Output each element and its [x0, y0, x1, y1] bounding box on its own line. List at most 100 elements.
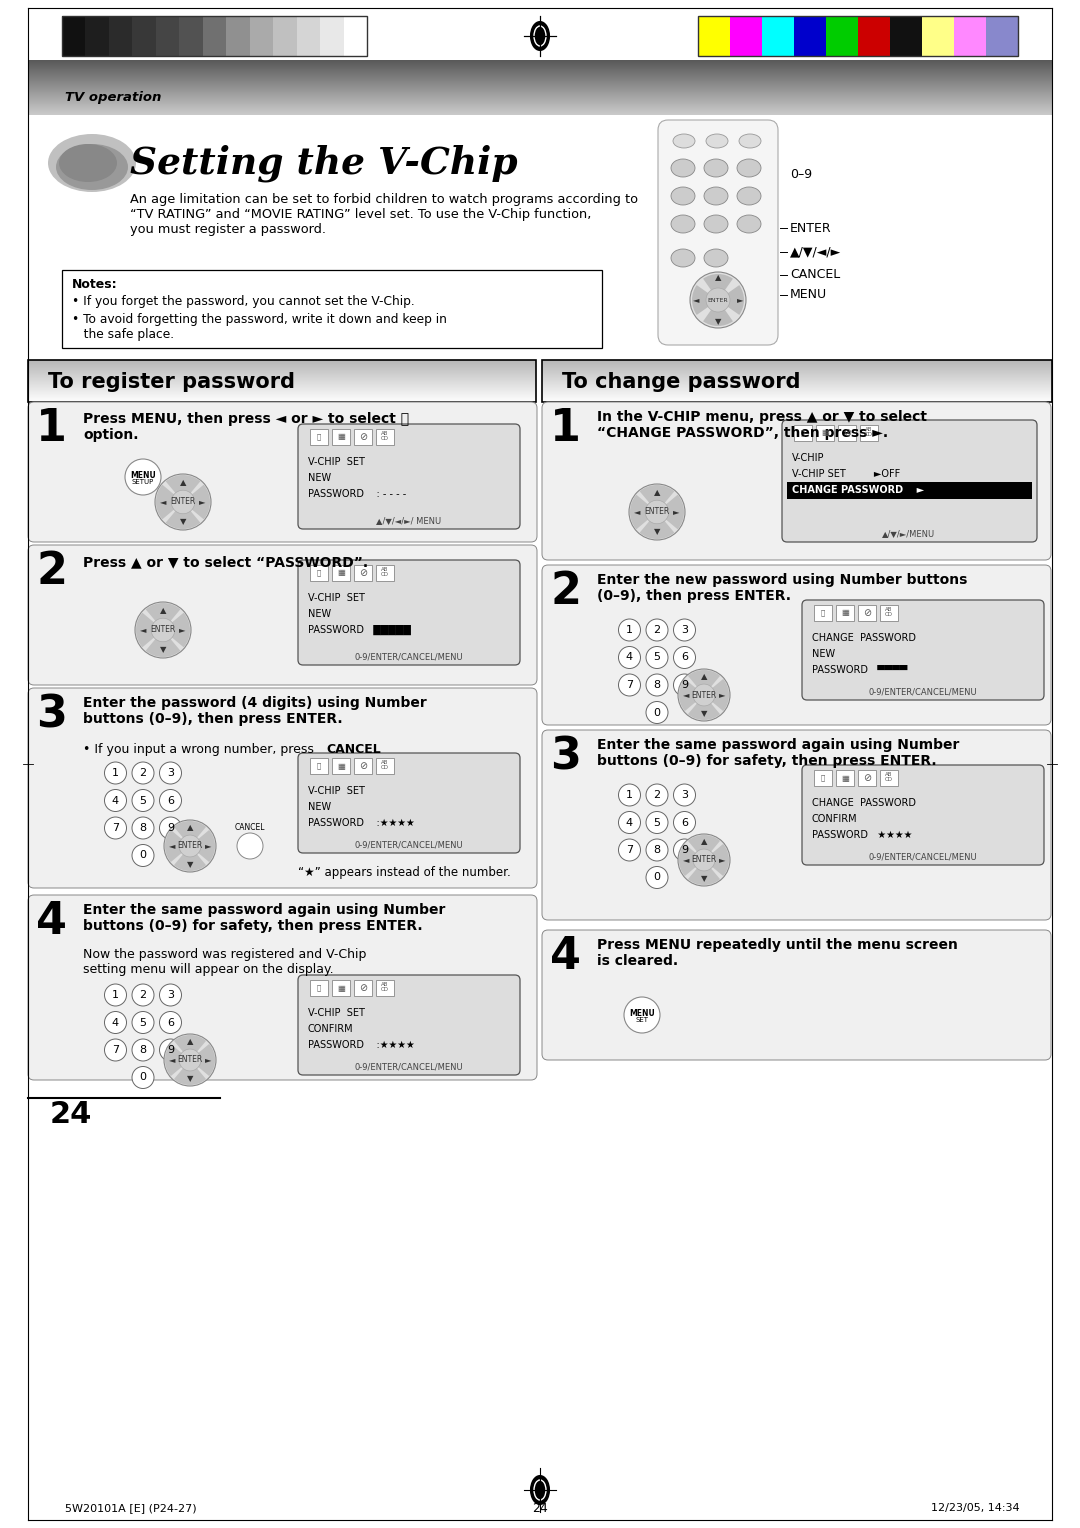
Text: 8: 8: [653, 845, 661, 856]
Circle shape: [706, 287, 730, 312]
Circle shape: [172, 490, 194, 513]
Wedge shape: [146, 630, 180, 657]
Text: 5: 5: [139, 1018, 147, 1027]
Bar: [310, 429, 328, 445]
Wedge shape: [165, 830, 190, 862]
Text: 0–9: 0–9: [789, 168, 812, 182]
Text: ⊘: ⊘: [359, 432, 367, 442]
Text: 0: 0: [139, 851, 147, 860]
Circle shape: [619, 811, 640, 833]
Text: ENTER: ENTER: [691, 856, 717, 865]
Text: 7: 7: [112, 1045, 119, 1054]
Text: 5: 5: [653, 817, 661, 828]
Text: MENU: MENU: [630, 1008, 654, 1018]
Text: PASSWORD    :★★★★: PASSWORD :★★★★: [308, 817, 415, 828]
Text: ▦: ▦: [337, 432, 345, 442]
Wedge shape: [703, 274, 733, 299]
Circle shape: [693, 685, 715, 706]
Bar: [858, 605, 876, 620]
Bar: [836, 770, 854, 785]
Bar: [814, 770, 832, 785]
Text: NEW: NEW: [308, 474, 332, 483]
Text: 7: 7: [626, 680, 633, 691]
Text: AB
CD: AB CD: [865, 426, 873, 437]
Ellipse shape: [48, 134, 136, 193]
Circle shape: [678, 834, 730, 886]
Text: ⊘: ⊘: [863, 608, 872, 617]
Text: 3: 3: [36, 694, 67, 736]
Text: ►: ►: [205, 1056, 212, 1065]
Circle shape: [674, 811, 696, 833]
Circle shape: [132, 762, 154, 784]
Bar: [376, 429, 394, 445]
Wedge shape: [688, 860, 720, 885]
Bar: [332, 565, 350, 581]
Text: To register password: To register password: [48, 371, 295, 393]
Wedge shape: [679, 678, 704, 711]
Text: PASSWORD   ★★★★: PASSWORD ★★★★: [812, 830, 913, 840]
Text: ◄: ◄: [140, 625, 147, 634]
Wedge shape: [639, 512, 674, 539]
Wedge shape: [718, 286, 744, 315]
Text: 2: 2: [653, 625, 661, 636]
Wedge shape: [165, 1044, 190, 1076]
Bar: [787, 481, 1032, 500]
Text: Enter the same password again using Number
buttons (0–9) for safety, then press : Enter the same password again using Numb…: [597, 738, 959, 769]
Text: PASSWORD   █████: PASSWORD █████: [308, 625, 410, 636]
Text: Enter the new password using Number buttons
(0–9), then press ENTER.: Enter the new password using Number butt…: [597, 573, 968, 604]
Text: ►: ►: [179, 625, 186, 634]
Text: ⊘: ⊘: [863, 773, 872, 782]
Text: CANCEL: CANCEL: [789, 269, 840, 281]
Text: ⬧: ⬧: [821, 610, 825, 616]
Wedge shape: [174, 847, 206, 871]
Text: ▲: ▲: [187, 1038, 193, 1047]
Text: 3: 3: [681, 625, 688, 636]
Bar: [880, 770, 897, 785]
Text: ▲/▼/◄/►: ▲/▼/◄/►: [789, 246, 841, 258]
Circle shape: [645, 500, 669, 524]
Circle shape: [151, 619, 175, 642]
Ellipse shape: [56, 144, 129, 189]
Circle shape: [674, 784, 696, 805]
Wedge shape: [174, 1034, 206, 1060]
Text: .: .: [372, 743, 375, 756]
Text: ◄: ◄: [634, 507, 640, 516]
Text: ▦: ▦: [841, 773, 849, 782]
Text: 6: 6: [167, 1018, 174, 1027]
Bar: [954, 15, 986, 57]
Wedge shape: [183, 484, 210, 520]
Text: 9: 9: [680, 845, 688, 856]
FancyBboxPatch shape: [298, 423, 519, 529]
Ellipse shape: [704, 186, 728, 205]
Text: CONFIRM: CONFIRM: [308, 1024, 353, 1034]
Ellipse shape: [737, 159, 761, 177]
Bar: [890, 15, 922, 57]
Bar: [320, 15, 345, 57]
Circle shape: [125, 458, 161, 495]
Text: ▦: ▦: [337, 984, 345, 993]
FancyBboxPatch shape: [28, 895, 537, 1080]
Bar: [310, 758, 328, 775]
Text: 1: 1: [550, 406, 581, 451]
Text: ▲: ▲: [653, 487, 660, 497]
Text: 2: 2: [36, 550, 67, 593]
Text: Notes:: Notes:: [72, 278, 118, 290]
Wedge shape: [146, 604, 180, 630]
Text: To change password: To change password: [562, 371, 800, 393]
Text: ⊘: ⊘: [842, 428, 851, 439]
Text: 3: 3: [550, 735, 581, 778]
Text: 3: 3: [681, 790, 688, 801]
Text: ⊘: ⊘: [359, 983, 367, 993]
Text: ▼: ▼: [160, 645, 166, 654]
Text: ▲: ▲: [715, 274, 721, 283]
Wedge shape: [657, 495, 684, 529]
Text: • If you forget the password, you cannot set the V-Chip.: • If you forget the password, you cannot…: [72, 295, 415, 309]
Text: Setting the V-Chip: Setting the V-Chip: [130, 144, 517, 182]
Text: CHANGE PASSWORD    ►: CHANGE PASSWORD ►: [792, 484, 924, 495]
Text: PASSWORD    :★★★★: PASSWORD :★★★★: [308, 1041, 415, 1050]
Text: ◄: ◄: [168, 1056, 175, 1065]
Text: V-CHIP  SET: V-CHIP SET: [308, 785, 365, 796]
Text: 0: 0: [139, 1073, 147, 1082]
Text: 9: 9: [167, 1045, 174, 1054]
Bar: [297, 15, 321, 57]
